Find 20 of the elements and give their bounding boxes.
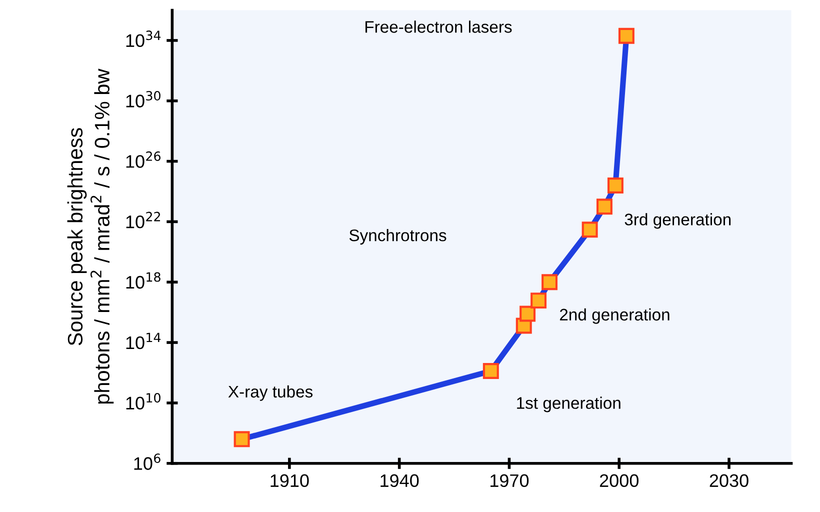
x-tick-label: 2000 bbox=[600, 474, 639, 488]
y-tick-label: 10$^{14}$ bbox=[126, 332, 161, 350]
annotation: 1st generation bbox=[517, 396, 620, 412]
annotation: 2nd generation bbox=[560, 308, 670, 324]
annotation: Free-electron lasers bbox=[365, 20, 512, 33]
y-tick-label: 10$^{6}$ bbox=[134, 453, 160, 470]
annotation: Synchrotrons bbox=[349, 229, 446, 245]
y-tick-label: 10$^{18}$ bbox=[126, 272, 160, 289]
y-tick-label: 10$^{26}$ bbox=[126, 151, 160, 168]
y-tick-label: 10$^{34}$ bbox=[126, 30, 161, 48]
y-axis-title: Source peak brightness photons / mm$^{2}$ / mrad$^{2}$ / s / 0.1% bw bbox=[67, 68, 114, 404]
x-tick-label: 1940 bbox=[380, 474, 419, 488]
x-tick-label: 1910 bbox=[270, 474, 309, 488]
y-tick-label: 10$^{30}$ bbox=[126, 90, 160, 108]
y-tick-label: 10$^{22}$ bbox=[126, 212, 160, 228]
x-tick-label: 2030 bbox=[710, 474, 748, 488]
annotation: 3rd generation bbox=[624, 213, 731, 229]
annotation: X-ray tubes bbox=[228, 385, 313, 401]
y-tick-label: 10$^{10}$ bbox=[126, 393, 160, 410]
x-tick-label: 1970 bbox=[490, 474, 529, 488]
